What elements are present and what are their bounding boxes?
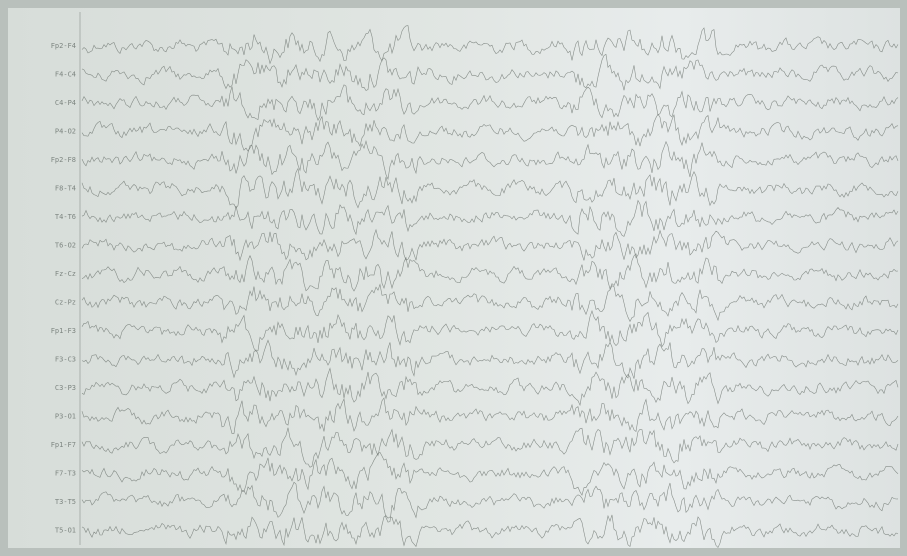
channel-label: F7-T3 — [55, 470, 76, 478]
channel-label: T6-O2 — [55, 242, 76, 250]
channel-label: Fp2-F4 — [51, 42, 76, 50]
channel-label: F8-T4 — [55, 185, 76, 193]
channel-label: Fp1-F7 — [51, 441, 76, 449]
eeg-trace — [82, 54, 898, 90]
channel-label: T4-T6 — [55, 213, 76, 221]
channel-label: Fp1-F3 — [51, 327, 76, 335]
eeg-trace — [82, 26, 898, 64]
channel-label: P3-O1 — [55, 413, 76, 421]
channel-label: Fz-Cz — [55, 270, 76, 278]
eeg-trace — [82, 398, 898, 434]
eeg-trace — [82, 114, 898, 151]
eeg-traces: Fp2-F4 F4-C4 C4-P4 P4-O2 Fp2-F8 F8-T4 T4-T6 T6-… — [0, 0, 907, 556]
eeg-trace — [82, 452, 898, 495]
channel-label: P4-O2 — [55, 128, 76, 136]
eeg-trace — [82, 284, 898, 321]
eeg-trace — [82, 368, 898, 405]
eeg-trace — [82, 85, 898, 121]
eeg-trace — [82, 141, 898, 179]
eeg-trace — [82, 311, 898, 351]
channel-label: T5-O1 — [55, 527, 76, 535]
channel-label: Fp2-F8 — [51, 156, 76, 164]
channel-label: C4-P4 — [55, 99, 76, 107]
eeg-trace — [82, 515, 898, 548]
eeg-trace — [82, 230, 898, 261]
eeg-trace — [82, 340, 898, 378]
eeg-trace — [82, 201, 898, 237]
channel-label: F4-C4 — [55, 71, 76, 79]
eeg-trace — [82, 254, 898, 291]
channel-label: F3-C3 — [55, 356, 76, 364]
channel-label: C3-P3 — [55, 384, 76, 392]
eeg-trace — [82, 169, 898, 209]
channel-label: Cz-Pz — [55, 299, 76, 307]
channel-label: T3-T5 — [55, 498, 76, 506]
eeg-trace — [82, 482, 898, 522]
eeg-trace — [82, 428, 898, 468]
page: {"channels": ["Fp2-F4", "F4-C4", "C4-P4"… — [0, 0, 907, 556]
